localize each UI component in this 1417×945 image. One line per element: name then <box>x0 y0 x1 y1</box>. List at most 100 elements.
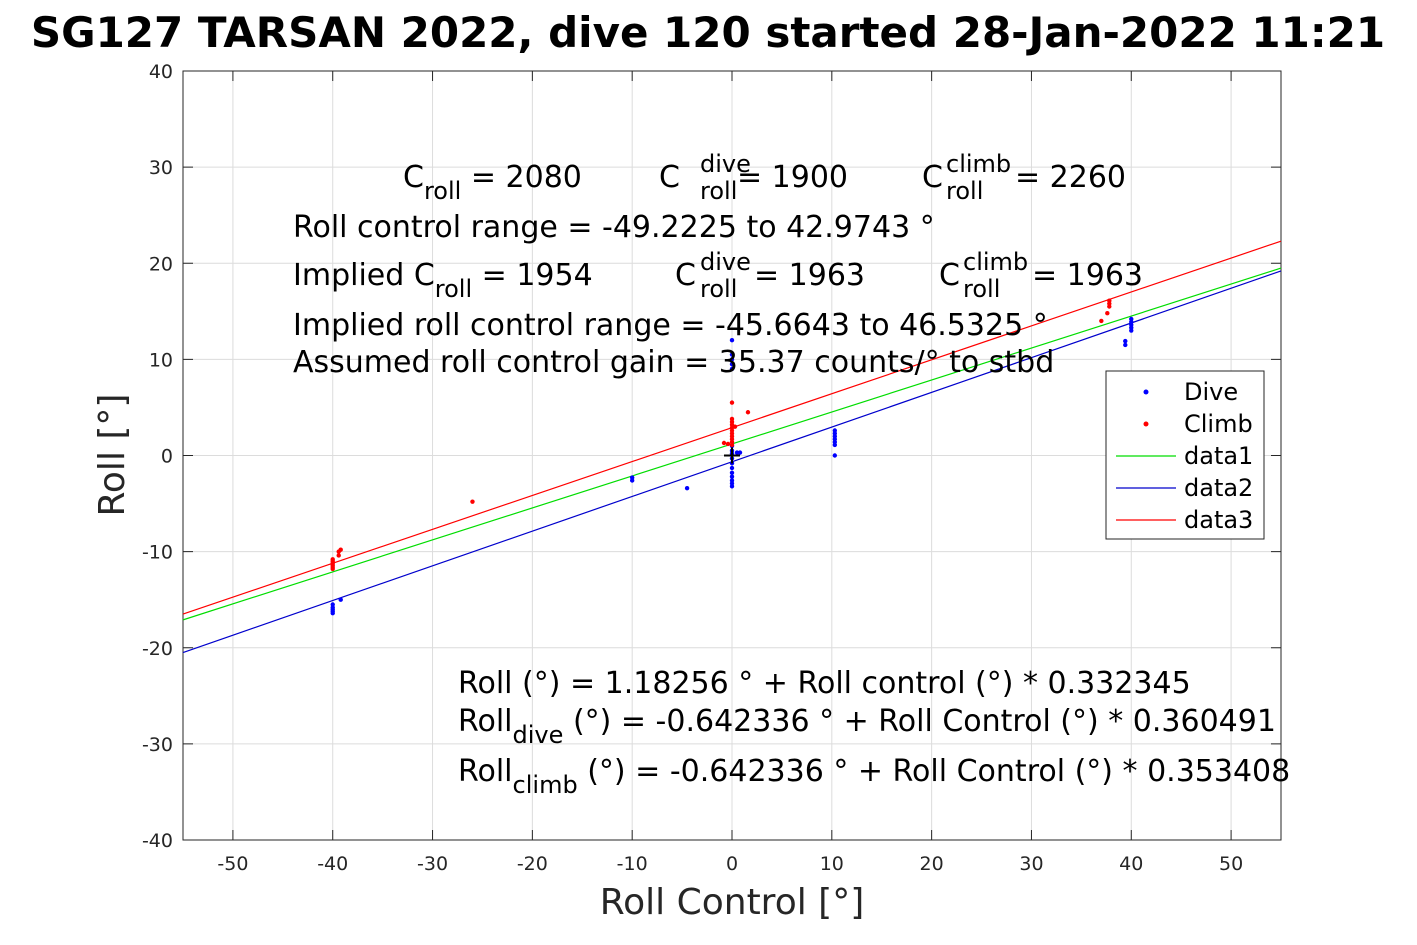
point-dive <box>729 484 735 489</box>
c-climb-superscript: climb <box>946 150 1011 178</box>
y-tick-label: 40 <box>149 61 173 83</box>
eq-climb-symbol: Roll <box>458 754 513 789</box>
y-tick-label: 10 <box>149 349 173 371</box>
eq-climb-subscript: climb <box>513 771 578 799</box>
legend-label: Dive <box>1184 378 1238 406</box>
point-climb <box>470 499 475 504</box>
point-dive <box>684 485 690 491</box>
c-dive-value: = 1900 <box>737 160 848 195</box>
point-dive <box>1123 342 1128 348</box>
c-roll-subscript: roll <box>424 177 461 205</box>
x-tick-label: -50 <box>217 853 248 875</box>
point-dive <box>330 610 335 616</box>
annotation-line-3: Implied Croll = 1954 C dive roll = 1963 … <box>293 243 1143 305</box>
point-climb <box>721 440 727 446</box>
x-tick-label: -40 <box>317 853 348 875</box>
x-tick-label: 30 <box>1019 853 1043 875</box>
x-tick-label: 50 <box>1219 853 1243 875</box>
point-dive <box>729 465 735 471</box>
implied-c-roll-value: = 1954 <box>472 258 593 293</box>
point-dive <box>832 442 838 448</box>
implied-c-dive-symbol: C <box>675 258 696 293</box>
point-climb <box>338 547 343 552</box>
c-dive-subscript: roll <box>700 177 737 205</box>
y-tick-label: 20 <box>149 253 173 275</box>
implied-c-dive-value: = 1963 <box>754 258 865 293</box>
axis-ticks: -50 -40 -30 -20 -10 0 10 20 30 40 50 -40 -30 -20 -10 0 1… <box>142 61 1281 875</box>
c-climb-subscript: roll <box>946 177 983 205</box>
legend-label: Climb <box>1184 410 1253 438</box>
legend-swatch-dive <box>1143 389 1149 395</box>
implied-c-dive-superscript: dive <box>700 248 751 276</box>
point-dive <box>729 366 735 372</box>
implied-c-roll-subscript: roll <box>435 275 472 303</box>
x-tick-label: -30 <box>417 853 448 875</box>
point-dive <box>729 361 735 367</box>
eq-dive-rest: (°) = -0.642336 ° + Roll Control (°) * 0… <box>563 704 1276 739</box>
point-dive <box>729 357 735 362</box>
x-tick-label: 40 <box>1119 853 1143 875</box>
point-dive <box>1129 328 1134 333</box>
equation-roll-climb: Rollclimb (°) = -0.642336 ° + Roll Contr… <box>458 754 1290 799</box>
y-tick-label: -40 <box>142 830 173 852</box>
point-climb <box>725 441 731 447</box>
x-tick-label: 10 <box>820 853 844 875</box>
legend: Dive Climb data1 data2 data3 <box>1105 370 1265 540</box>
legend-label: data1 <box>1184 442 1253 470</box>
c-roll-value: = 2080 <box>461 160 582 195</box>
point-dive <box>629 478 635 483</box>
x-tick-label: -10 <box>617 853 648 875</box>
chart-title: SG127 TARSAN 2022, dive 120 started 28-J… <box>31 8 1385 57</box>
c-roll-symbol: C <box>403 160 424 195</box>
point-dive <box>737 450 743 455</box>
x-tick-label: -20 <box>517 853 548 875</box>
implied-c-climb-value: = 1963 <box>1032 258 1143 293</box>
x-tick-label: 20 <box>920 853 944 875</box>
y-tick-label: -20 <box>142 638 173 660</box>
y-tick-label: 30 <box>149 157 173 179</box>
c-dive-symbol: C <box>659 160 680 195</box>
point-dive <box>729 474 735 479</box>
y-tick-label: -30 <box>142 734 173 756</box>
annotation-line-5: Assumed roll control gain = 35.37 counts… <box>293 345 1054 380</box>
point-dive <box>338 597 343 602</box>
point-climb <box>732 424 738 429</box>
origin-marker <box>724 447 740 464</box>
implied-c-climb-superscript: climb <box>963 248 1028 276</box>
implied-c-roll-symbol: Implied C <box>293 258 435 293</box>
point-climb <box>1107 298 1112 303</box>
eq-dive-symbol: Roll <box>458 704 513 739</box>
eq-climb-rest: (°) = -0.642336 ° + Roll Control (°) * 0… <box>578 754 1291 789</box>
point-dive <box>729 352 735 357</box>
point-dive <box>729 337 735 343</box>
point-climb <box>1099 318 1104 324</box>
point-dive <box>1123 338 1128 344</box>
point-climb <box>729 400 735 405</box>
c-climb-symbol: C <box>922 160 943 195</box>
equation-roll: Roll (°) = 1.18256 ° + Roll control (°) … <box>458 666 1191 701</box>
eq-dive-subscript: dive <box>513 721 564 749</box>
annotation-line-1: Croll = 2080 C dive roll = 1900 C climb … <box>403 145 1126 207</box>
point-climb <box>336 553 341 558</box>
annotation-line-2: Roll control range = -49.2225 to 42.9743… <box>293 210 935 245</box>
y-tick-label: -10 <box>142 542 173 564</box>
legend-label: data3 <box>1184 506 1253 534</box>
data-points <box>330 298 1134 616</box>
x-axis-label: Roll Control [°] <box>600 882 865 923</box>
equation-roll-dive: Rolldive (°) = -0.642336 ° + Roll Contro… <box>458 704 1276 749</box>
point-climb <box>729 442 735 448</box>
annotation-line-4: Implied roll control range = -45.6643 to… <box>293 308 1048 343</box>
legend-box <box>1105 370 1265 540</box>
implied-c-climb-symbol: C <box>939 258 960 293</box>
legend-swatch-climb <box>1143 421 1149 427</box>
point-climb <box>330 566 335 572</box>
point-climb <box>1105 311 1110 316</box>
y-tick-label: 0 <box>161 446 173 468</box>
point-dive <box>832 453 838 458</box>
implied-c-climb-subscript: roll <box>963 275 1000 303</box>
point-climb <box>745 410 751 415</box>
point-dive <box>729 470 735 476</box>
legend-label: data2 <box>1184 474 1253 502</box>
implied-c-dive-subscript: roll <box>700 275 737 303</box>
